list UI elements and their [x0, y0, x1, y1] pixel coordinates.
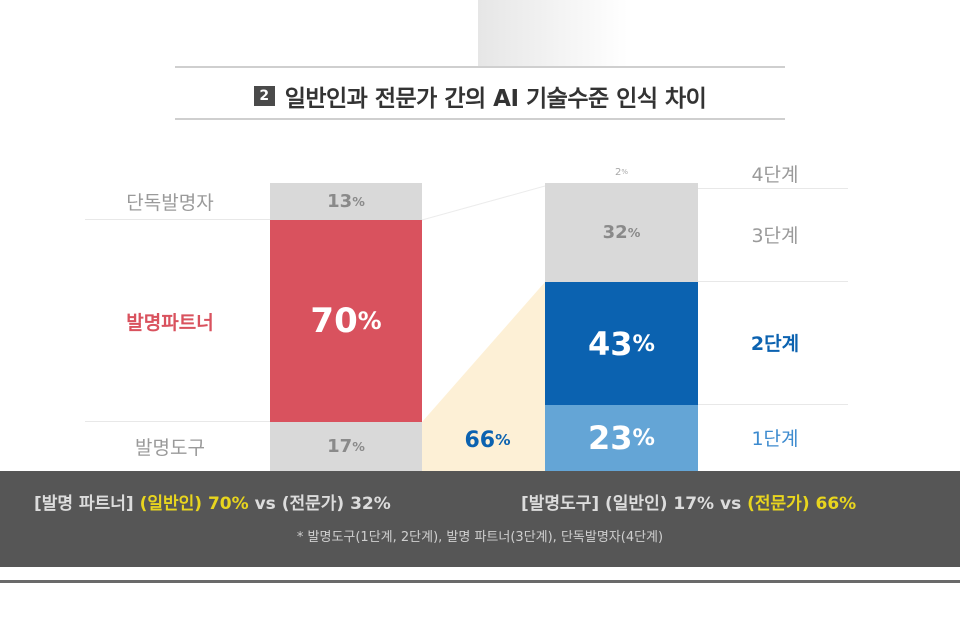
summary-tool-highlight: (전문가) 66% — [747, 494, 857, 514]
section-number-badge: 2 — [253, 86, 275, 106]
segment-tool: 17% — [270, 422, 422, 471]
label-invention-partner: 발명파트너 — [126, 311, 214, 334]
segment-solo: 13% — [270, 183, 422, 220]
summary-partner: [발명 파트너] (일반인) 70% vs (전문가) 32% — [34, 489, 391, 514]
summary-partner-prefix: [발명 파트너] — [34, 494, 140, 514]
summary-banner: [발명 파트너] (일반인) 70% vs (전문가) 32% [발명도구] (… — [0, 471, 960, 567]
value-stage2: 43 — [588, 324, 633, 363]
value-solo: 13 — [327, 191, 353, 212]
pct-sign: % — [632, 330, 655, 357]
pct-sign: % — [495, 431, 511, 449]
value-tool: 17 — [327, 436, 353, 457]
gridline-right-3 — [698, 404, 848, 405]
pct-sign: % — [357, 307, 382, 335]
label-stage2: 2단계 — [750, 333, 800, 355]
value-stage1: 23 — [588, 419, 633, 457]
label-solo-inventor: 단독발명자 — [126, 192, 214, 214]
segment-partner: 70% — [270, 220, 422, 422]
label-invention-tool: 발명도구 — [135, 437, 205, 459]
top-shade — [478, 0, 628, 66]
title-top-rule — [175, 66, 785, 68]
pct-sign: % — [621, 168, 629, 176]
stage4-value-label: 2% — [545, 163, 698, 181]
gridline-left-top — [85, 219, 270, 220]
combined-tool-value: 66% — [440, 420, 535, 460]
footnote: * 발명도구(1단계, 2단계), 발명 파트너(3단계), 단독발명자(4단계… — [296, 530, 664, 545]
gridline-right-1 — [698, 188, 848, 189]
pct-sign: % — [632, 425, 655, 451]
right-stacked-bar: 32% 43% 23% — [545, 183, 698, 471]
pct-sign: % — [352, 439, 365, 454]
value-stage4: 2 — [614, 166, 622, 178]
chart-title: 2 일반인과 전문가 간의 AI 기술수준 인식 차이 — [175, 76, 785, 116]
pct-sign: % — [352, 194, 365, 209]
gridline-left-bottom — [85, 421, 270, 422]
title-bottom-rule — [175, 118, 785, 120]
segment-stage1: 23% — [545, 405, 698, 471]
label-stage4: 4단계 — [751, 163, 799, 186]
bottom-rule — [0, 580, 960, 583]
value-stage3: 32 — [602, 222, 628, 243]
tool-connector-area — [422, 282, 545, 471]
title-text: 일반인과 전문가 간의 AI 기술수준 인식 차이 — [284, 86, 707, 112]
summary-tool-prefix: [발명도구] (일반인) 17% vs — [521, 494, 748, 514]
gridline-right-2 — [698, 281, 848, 282]
summary-tool: [발명도구] (일반인) 17% vs (전문가) 66% — [521, 489, 856, 514]
summary-partner-highlight: (일반인) 70% — [139, 494, 249, 514]
segment-stage3: 32% — [545, 183, 698, 282]
pct-sign: % — [627, 225, 641, 240]
label-stage1: 1단계 — [751, 428, 799, 450]
segment-stage2: 43% — [545, 282, 698, 405]
left-stacked-bar: 13% 70% 17% — [270, 183, 422, 471]
label-stage3: 3단계 — [751, 225, 799, 247]
value-partner: 70 — [310, 301, 358, 341]
value-combined-tool: 66 — [464, 427, 496, 453]
partner-connector-line — [421, 185, 546, 221]
summary-partner-suffix: vs (전문가) 32% — [248, 494, 391, 514]
